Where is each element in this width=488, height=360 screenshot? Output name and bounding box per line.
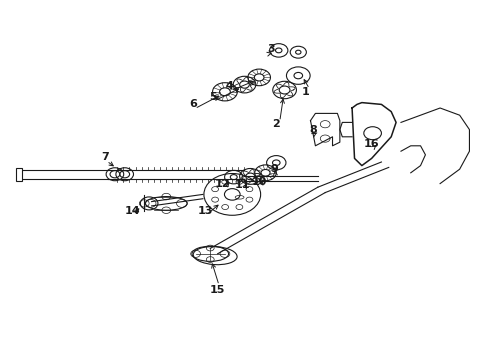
Text: 12: 12: [214, 179, 230, 189]
Text: 1: 1: [301, 87, 309, 97]
Text: 14: 14: [124, 206, 140, 216]
Text: 4: 4: [225, 81, 233, 91]
Text: 10: 10: [251, 177, 266, 187]
Text: 13: 13: [197, 206, 213, 216]
Text: 8: 8: [308, 125, 316, 135]
Text: 11: 11: [234, 180, 249, 190]
Text: 6: 6: [189, 99, 197, 109]
Text: 16: 16: [363, 139, 379, 149]
Text: 9: 9: [269, 164, 277, 174]
Text: 7: 7: [101, 152, 109, 162]
Text: 2: 2: [272, 119, 280, 129]
FancyBboxPatch shape: [16, 168, 22, 181]
Text: 5: 5: [208, 92, 216, 102]
Text: 3: 3: [267, 44, 275, 54]
Text: 15: 15: [209, 285, 225, 295]
